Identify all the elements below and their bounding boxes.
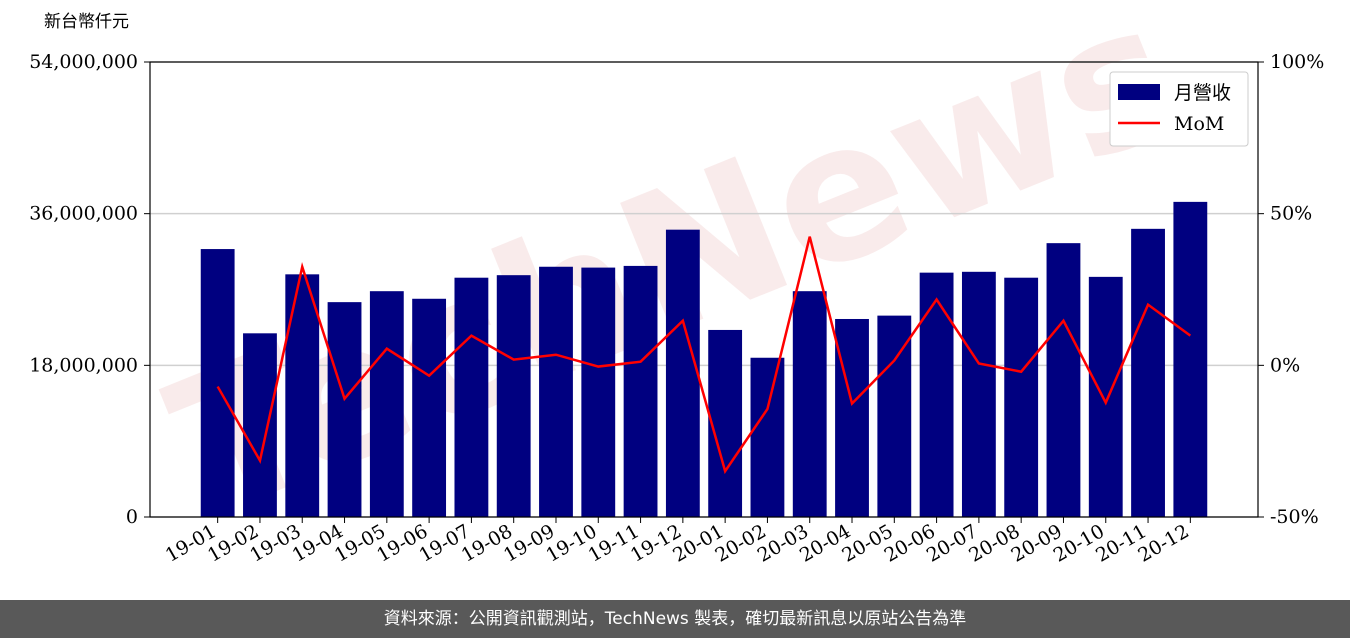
plot-frame bbox=[149, 61, 1259, 518]
bar bbox=[1088, 276, 1123, 517]
y2-tick-label: 100% bbox=[1270, 51, 1324, 73]
footer: 資料來源：公開資訊觀測站，TechNews 製表，確切最新訊息以原站公告為準 bbox=[0, 600, 1350, 638]
y-tick-label: 54,000,000 bbox=[29, 51, 138, 73]
bar bbox=[412, 298, 447, 517]
bar bbox=[1004, 277, 1039, 517]
legend-swatch bbox=[1118, 84, 1160, 100]
bar bbox=[835, 318, 869, 517]
bar bbox=[961, 271, 996, 517]
bar bbox=[792, 291, 827, 517]
bar bbox=[1131, 228, 1165, 518]
bar bbox=[623, 265, 658, 517]
bar bbox=[877, 315, 912, 517]
bar bbox=[243, 333, 277, 517]
bar bbox=[327, 302, 362, 517]
y-tick-label: 0 bbox=[126, 506, 138, 528]
bar bbox=[369, 291, 404, 517]
y2-tick-label: -50% bbox=[1270, 506, 1319, 528]
y2-tick-label: 50% bbox=[1270, 203, 1312, 225]
legend-label: MoM bbox=[1174, 113, 1224, 135]
y-tick-label: 18,000,000 bbox=[29, 354, 138, 376]
bar bbox=[539, 266, 573, 517]
legend-label: 月營收 bbox=[1174, 82, 1231, 104]
bar bbox=[708, 329, 743, 517]
bar bbox=[750, 357, 785, 517]
y-tick-label: 36,000,000 bbox=[29, 203, 138, 225]
bar bbox=[1046, 243, 1081, 517]
bar bbox=[581, 267, 616, 517]
bar bbox=[454, 277, 489, 517]
bar bbox=[665, 229, 700, 518]
bar bbox=[919, 272, 954, 517]
y2-tick-label: 0% bbox=[1270, 354, 1300, 376]
bar bbox=[285, 274, 320, 517]
bar bbox=[1173, 201, 1208, 518]
y-axis-label: 新台幣仟元 bbox=[44, 12, 129, 32]
line bbox=[216, 236, 1192, 475]
bar bbox=[496, 275, 531, 517]
bar bbox=[200, 249, 235, 518]
chart: 新台幣仟元 TechNews 018,000,00036,000,00054,0… bbox=[29, 0, 1324, 567]
